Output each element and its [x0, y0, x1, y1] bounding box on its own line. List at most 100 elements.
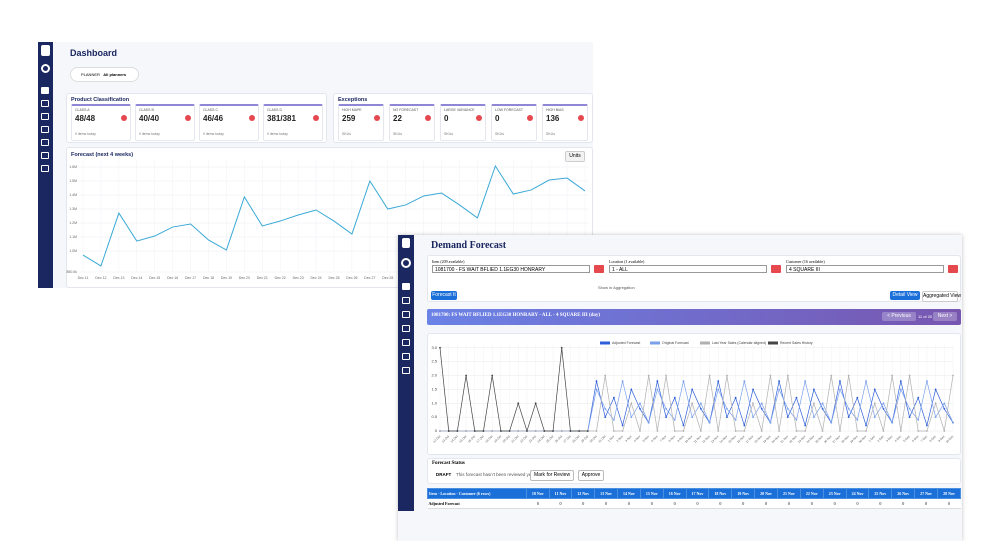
series-point	[882, 430, 885, 432]
filter-select[interactable]: 1 - ALL	[609, 265, 767, 273]
kpi-card: CLASS A 48/48 0 items today	[71, 104, 131, 141]
kpi-note: SKUs	[546, 132, 555, 136]
kpi-card: CLASS B 40/40 0 items today	[135, 104, 195, 141]
nav-settings[interactable]	[41, 152, 49, 159]
kpi-icon	[121, 115, 127, 121]
forecast-line	[82, 164, 586, 267]
x-tick-label: 30 Nov	[858, 434, 868, 444]
series-point	[656, 388, 659, 391]
x-tick-label: 27 Nov	[832, 434, 842, 444]
nav-chart[interactable]	[41, 100, 49, 107]
previous-button[interactable]: < Previous	[882, 312, 916, 321]
table-cell: 0	[891, 498, 915, 509]
aggregation-option[interactable]: Show in Aggregation	[598, 285, 635, 290]
table-cell: 0	[846, 498, 869, 509]
x-tick-label: 10 Dec	[945, 434, 955, 444]
series-point	[943, 402, 946, 405]
x-tick-label: 12 Oct	[432, 434, 441, 443]
x-tick-label: Dec 21	[257, 276, 268, 280]
nav-chart[interactable]	[402, 297, 410, 304]
nav-home[interactable]	[41, 87, 49, 94]
planner-filter[interactable]: PLANNER All planners	[70, 67, 139, 82]
nav-settings[interactable]	[402, 353, 410, 360]
series-point	[639, 402, 641, 405]
x-tick-label: 22 Nov	[788, 434, 798, 444]
detail-view-button[interactable]: Detail View	[890, 291, 920, 300]
series-point	[743, 424, 746, 427]
approve-button[interactable]: Approve	[578, 470, 604, 481]
filter-panel: Show in Aggregation Forecast It Detail V…	[427, 255, 961, 302]
x-tick-label: 15 Oct	[458, 434, 467, 443]
series-point	[665, 374, 667, 377]
nav-home[interactable]	[402, 283, 410, 290]
series-point	[560, 346, 563, 349]
x-tick-label: 6 Nov	[650, 434, 659, 443]
series-point	[439, 346, 441, 349]
x-tick-label: 8 Nov	[668, 434, 677, 443]
panel-title: Forecast (next 4 weeks)	[71, 152, 134, 158]
x-tick-label: Dec 28	[382, 276, 393, 280]
table-cell: 0	[686, 498, 709, 509]
series-line	[439, 347, 588, 433]
x-tick-label: Dec 13	[113, 276, 124, 280]
kpi-note: SKUs	[495, 132, 504, 136]
units-toggle[interactable]: Units	[565, 151, 585, 162]
series-point	[952, 421, 954, 424]
next-button[interactable]: Next >	[933, 312, 957, 321]
kpi-value: 0	[444, 114, 449, 123]
x-tick-label: 24 Nov	[806, 434, 816, 444]
nav-calendar[interactable]	[41, 113, 49, 120]
kpi-label: HIGH BIAS	[546, 108, 564, 112]
kpi-note: SKUs	[342, 132, 351, 136]
series-point	[778, 430, 781, 432]
series-point	[812, 416, 815, 419]
series-point	[786, 407, 789, 410]
x-tick-label: 26 Nov	[823, 434, 833, 444]
series-point	[682, 430, 685, 432]
kpi-card: LARGE VARIANCE 0 SKUs	[440, 104, 486, 141]
series-point	[595, 380, 598, 382]
filter-select[interactable]: 4 SQUARE III	[786, 265, 944, 273]
nav-calendar[interactable]	[402, 311, 410, 318]
nav-export[interactable]	[41, 139, 49, 146]
nav-copy[interactable]	[41, 126, 49, 133]
series-point	[891, 374, 894, 377]
forecast-button[interactable]: Forecast It	[431, 291, 457, 300]
nav-export[interactable]	[402, 339, 410, 346]
legend-swatch	[650, 341, 660, 345]
table-cell: 0	[914, 498, 938, 509]
series-point	[908, 416, 911, 419]
series-point	[752, 416, 754, 419]
series-point	[760, 430, 763, 432]
series-point	[508, 430, 511, 432]
series-point	[517, 430, 520, 432]
kpi-note: SKUs	[393, 132, 402, 136]
x-tick-label: 19 Nov	[762, 434, 772, 444]
x-tick-label: 29 Oct	[580, 434, 589, 443]
kpi-value: 0	[495, 114, 500, 123]
y-tick-label: 1.0M	[69, 249, 77, 253]
exceptions-panel: Exceptions HIGH MAPE 259 SKUs NO FORECAST 22…	[333, 93, 593, 143]
nav-logout[interactable]	[402, 367, 410, 374]
x-tick-label: Dec 25	[328, 276, 339, 280]
x-tick-label: Dec 17	[185, 276, 196, 280]
nav-copy[interactable]	[402, 325, 410, 332]
aggregated-view-button[interactable]: Aggregated View	[922, 291, 961, 302]
series-point	[873, 388, 876, 391]
status-message: This forecast hasn't been reviewed yet	[456, 472, 533, 477]
table-header-cell: Item - Location - Customer (6 rows)	[427, 488, 527, 499]
series-point	[534, 402, 537, 405]
nav-logout[interactable]	[41, 165, 49, 172]
kpi-icon	[527, 115, 533, 121]
filter-select[interactable]: 1081700 - FS WAIT BFLIED 1.1EG30 HONRARY	[432, 265, 590, 273]
review-button[interactable]: Mark for Review	[530, 470, 574, 481]
x-tick-label: 7 Dec	[920, 434, 929, 443]
series-point	[708, 374, 711, 377]
legend-label: Original Forecast	[662, 341, 689, 345]
series-point	[699, 430, 702, 432]
kpi-card: LOW FORECAST 0 SKUs	[491, 104, 537, 141]
series-point	[934, 388, 937, 391]
series-point	[786, 374, 789, 377]
panel-title: Product Classification	[71, 97, 130, 103]
